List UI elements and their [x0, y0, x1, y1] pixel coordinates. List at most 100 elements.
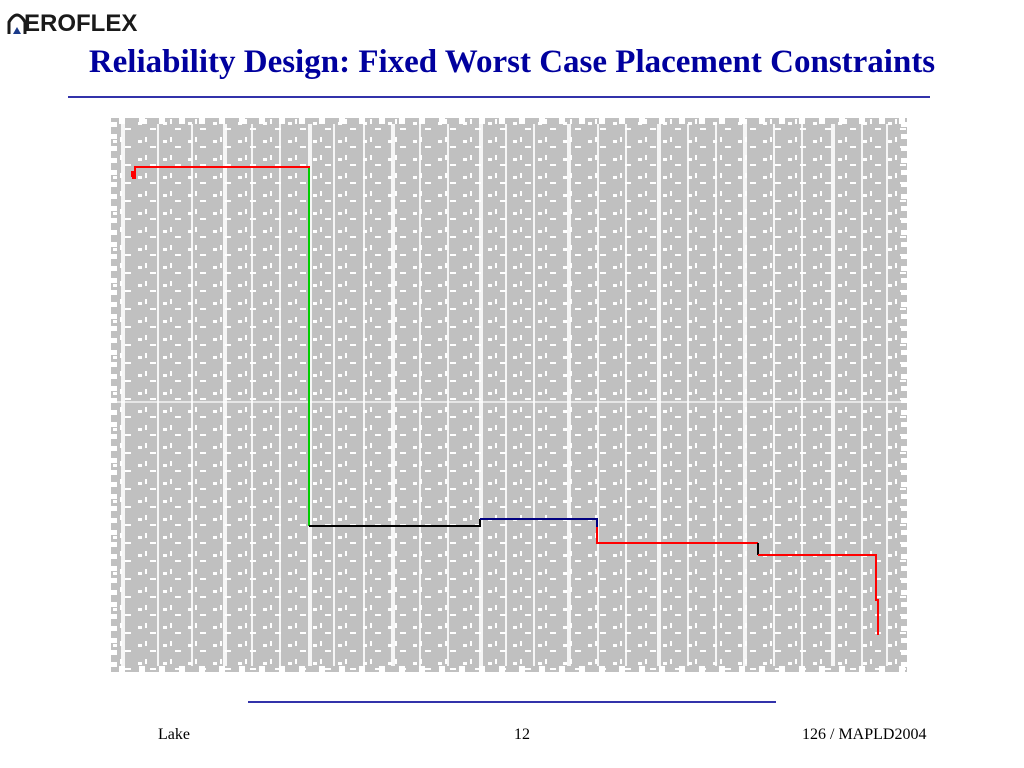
io-pad: [111, 374, 117, 379]
io-pad: [719, 118, 725, 124]
io-pad: [111, 602, 117, 607]
routing-channel: [715, 124, 717, 666]
io-pad: [901, 350, 907, 355]
io-pad: [419, 118, 425, 124]
aeroflex-arch-icon: [7, 13, 27, 34]
io-pad: [779, 666, 785, 672]
io-pad: [901, 446, 907, 451]
io-pad: [901, 626, 907, 631]
io-pad: [419, 666, 425, 672]
io-pad: [259, 118, 265, 124]
io-pad: [219, 118, 225, 124]
io-pad: [111, 434, 117, 439]
io-pad: [111, 566, 117, 571]
routing-channel: [333, 124, 335, 666]
io-pad: [111, 362, 117, 367]
routing-channel: [861, 124, 863, 666]
io-pad: [111, 386, 117, 391]
io-pad: [111, 530, 117, 535]
io-pad: [159, 118, 165, 124]
routing-channel: [121, 124, 125, 666]
io-pad: [111, 578, 117, 583]
routing-channel: [597, 124, 599, 666]
route-segment-red-mid: [596, 527, 758, 544]
io-pad: [519, 666, 525, 672]
io-pad: [799, 118, 805, 124]
io-pad: [901, 578, 907, 583]
io-pad: [111, 446, 117, 451]
io-pad: [111, 218, 117, 223]
io-pad: [659, 118, 665, 124]
io-pad: [901, 158, 907, 163]
io-pad: [111, 494, 117, 499]
routing-channel: [223, 124, 227, 666]
route-segment-red-end: [758, 554, 879, 635]
io-pad: [859, 666, 865, 672]
io-pad: [299, 666, 305, 672]
routing-channel: [157, 124, 159, 666]
io-pad: [901, 602, 907, 607]
center-channel: [111, 401, 907, 403]
io-pad: [901, 122, 907, 127]
io-pad: [319, 666, 325, 672]
io-pad: [139, 666, 145, 672]
routing-channel: [533, 124, 535, 666]
routing-channel: [773, 124, 775, 666]
io-pad: [111, 662, 117, 667]
io-pad: [819, 118, 825, 124]
routing-channel: [801, 124, 803, 666]
io-pad: [639, 118, 645, 124]
io-pad: [111, 326, 117, 331]
io-pad: [339, 666, 345, 672]
io-pad: [901, 506, 907, 511]
routing-channel: [743, 124, 747, 666]
routing-channel: [831, 124, 835, 666]
floorplan-background: [111, 118, 907, 672]
io-pad: [339, 118, 345, 124]
io-pad: [739, 118, 745, 124]
io-pad: [619, 118, 625, 124]
route-segment-red-top: [132, 166, 310, 179]
io-pad: [879, 118, 885, 124]
io-pad: [111, 242, 117, 247]
io-pad: [901, 554, 907, 559]
route-source-pin: [131, 171, 136, 177]
io-pad: [901, 542, 907, 547]
io-pad: [901, 398, 907, 403]
footer-divider: [248, 701, 776, 703]
io-pad: [901, 410, 907, 415]
io-pad: [901, 134, 907, 139]
io-pad: [901, 218, 907, 223]
io-pad: [111, 350, 117, 355]
io-pad: [901, 530, 907, 535]
io-pad: [659, 666, 665, 672]
footer-author: Lake: [158, 726, 190, 743]
routing-channel: [419, 124, 421, 666]
io-pad: [839, 118, 845, 124]
io-pad: [901, 278, 907, 283]
io-pad: [279, 118, 285, 124]
io-pad: [359, 118, 365, 124]
io-pad: [901, 326, 907, 331]
io-pad: [901, 434, 907, 439]
io-pad: [379, 666, 385, 672]
io-pad: [901, 566, 907, 571]
routing-channel: [447, 124, 449, 666]
routing-channel: [479, 124, 483, 666]
io-pad: [901, 194, 907, 199]
io-pad: [111, 194, 117, 199]
io-pad: [559, 118, 565, 124]
io-pad: [319, 118, 325, 124]
io-pad: [901, 614, 907, 619]
io-pad: [879, 666, 885, 672]
io-pad: [901, 470, 907, 475]
routing-channel: [886, 124, 888, 666]
routed-net: [131, 166, 879, 635]
io-pad: [111, 122, 117, 127]
route-segment-navy: [480, 518, 598, 527]
io-pad: [539, 666, 545, 672]
io-pad: [139, 118, 145, 124]
routing-channel: [505, 124, 507, 666]
io-pad: [111, 590, 117, 595]
io-pad: [839, 666, 845, 672]
